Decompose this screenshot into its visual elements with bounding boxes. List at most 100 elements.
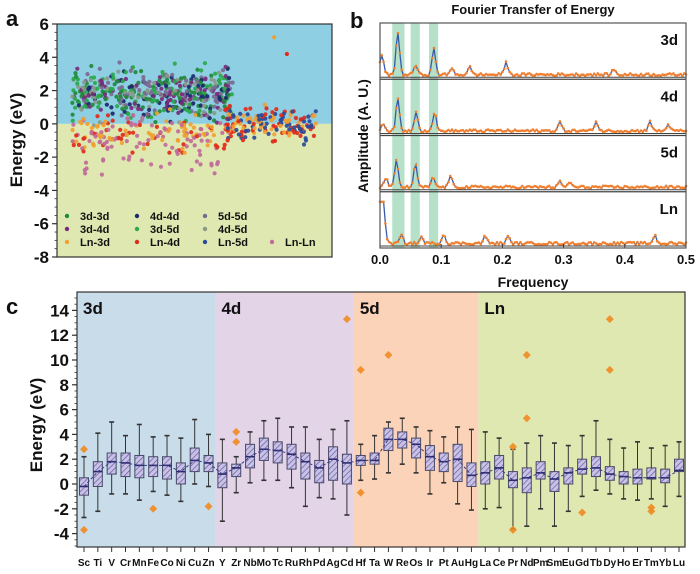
scatter-point bbox=[119, 89, 124, 94]
spectrum-point bbox=[627, 73, 630, 77]
spectrum-point bbox=[447, 72, 450, 75]
scatter-point bbox=[137, 119, 143, 125]
legend-label: 4d-4d bbox=[150, 211, 179, 223]
group-label-4d: 4d bbox=[221, 299, 241, 318]
spectrum-point bbox=[394, 106, 398, 110]
scatter-point bbox=[207, 116, 212, 121]
spectrum-point bbox=[589, 73, 592, 76]
scatter-point bbox=[83, 171, 88, 176]
spectrum-point bbox=[394, 158, 398, 162]
scatter-point bbox=[196, 83, 201, 88]
scatter-point bbox=[301, 142, 307, 147]
scatter-point bbox=[129, 123, 134, 128]
box-Ag bbox=[328, 446, 339, 481]
spectrum-point bbox=[553, 186, 556, 190]
box-Tc bbox=[272, 441, 283, 464]
scatter-point bbox=[71, 143, 76, 148]
spectrum-point bbox=[510, 240, 513, 244]
scatter-point bbox=[116, 135, 121, 140]
scatter-point bbox=[149, 115, 154, 120]
scatter-point bbox=[187, 109, 192, 114]
spectrum-point bbox=[420, 235, 423, 238]
spectrum-point bbox=[526, 128, 529, 132]
scatter-point bbox=[120, 106, 125, 111]
scatter-point bbox=[303, 138, 309, 143]
spectrum-point bbox=[445, 73, 448, 77]
x-tick-label: Ni bbox=[176, 558, 186, 569]
spectrum-point bbox=[663, 186, 666, 189]
scatter-point bbox=[185, 137, 190, 142]
scatter-point bbox=[89, 125, 94, 131]
scatter-point bbox=[187, 102, 193, 107]
scatter-point bbox=[177, 106, 182, 111]
scatter-point bbox=[216, 70, 221, 75]
scatter-point bbox=[272, 35, 277, 40]
scatter-point bbox=[274, 127, 279, 132]
x-tick-label: V bbox=[108, 558, 115, 569]
scatter-point bbox=[287, 133, 292, 138]
spectrum-point bbox=[517, 129, 520, 133]
spectrum-point bbox=[600, 128, 603, 132]
spectrum-point bbox=[657, 128, 661, 132]
scatter-point bbox=[76, 84, 81, 89]
scatter-point bbox=[298, 117, 303, 122]
outlier-marker bbox=[149, 504, 158, 513]
spectrum-point bbox=[447, 180, 450, 184]
spectrum-point bbox=[652, 236, 655, 239]
scatter-point bbox=[293, 115, 298, 121]
spectrum-point bbox=[549, 241, 553, 245]
spectrum-point bbox=[672, 72, 675, 75]
spectrum-point bbox=[511, 129, 515, 133]
scatter-point bbox=[102, 92, 108, 97]
panel-b-series: 3d 4d 5d Ln bbox=[378, 31, 688, 247]
legend-marker bbox=[64, 239, 70, 245]
panel-b-title: Fourier Transfer of Energy bbox=[451, 2, 615, 17]
scatter-point bbox=[214, 120, 220, 125]
spectrum-point bbox=[502, 130, 506, 133]
spectrum-point bbox=[463, 130, 466, 133]
spectrum-point bbox=[416, 177, 420, 180]
scatter-point bbox=[82, 136, 87, 141]
scatter-point bbox=[305, 124, 311, 129]
scatter-point bbox=[151, 87, 156, 92]
scatter-point bbox=[159, 81, 164, 86]
scatter-point bbox=[176, 129, 181, 134]
y-tick-label: 8 bbox=[60, 376, 69, 395]
scatter-point bbox=[225, 126, 230, 131]
spectrum-point bbox=[600, 242, 603, 246]
scatter-point bbox=[83, 160, 89, 165]
scatter-point bbox=[258, 125, 263, 130]
scatter-point bbox=[201, 110, 206, 115]
scatter-point bbox=[312, 113, 317, 118]
scatter-point bbox=[230, 80, 235, 85]
scatter-point bbox=[215, 144, 220, 150]
spectrum-point bbox=[384, 70, 387, 74]
spectrum-point bbox=[409, 185, 412, 189]
scatter-point bbox=[145, 141, 150, 147]
scatter-point bbox=[141, 75, 146, 80]
panel-c-ylabel: Energy (eV) bbox=[27, 378, 46, 472]
spectrum-point bbox=[423, 129, 427, 132]
scatter-point bbox=[284, 51, 289, 57]
scatter-point bbox=[141, 146, 146, 151]
scatter-point bbox=[82, 168, 87, 173]
spectrum-point bbox=[398, 236, 402, 239]
scatter-point bbox=[108, 86, 113, 91]
scatter-point bbox=[109, 105, 114, 110]
scatter-point bbox=[288, 113, 293, 118]
outlier-marker bbox=[356, 488, 365, 497]
scatter-point bbox=[184, 133, 189, 138]
spectrum-point bbox=[565, 240, 569, 244]
panel-a-scatter: 3d-3d 4d-4d 5d-5d 3d-4d 3d-5d 4d-5d Ln-3d Ln-4d… bbox=[7, 15, 333, 267]
scatter-point bbox=[81, 149, 86, 154]
scatter-point bbox=[243, 128, 249, 133]
scatter-point bbox=[204, 131, 209, 136]
x-tick-label: Zr bbox=[231, 558, 241, 569]
scatter-point bbox=[198, 162, 203, 167]
spectrum-point bbox=[663, 128, 666, 132]
panel-a-frame bbox=[56, 23, 333, 258]
spectrum-point bbox=[547, 184, 551, 188]
spectrum-point bbox=[504, 60, 508, 63]
scatter-point bbox=[274, 107, 279, 112]
